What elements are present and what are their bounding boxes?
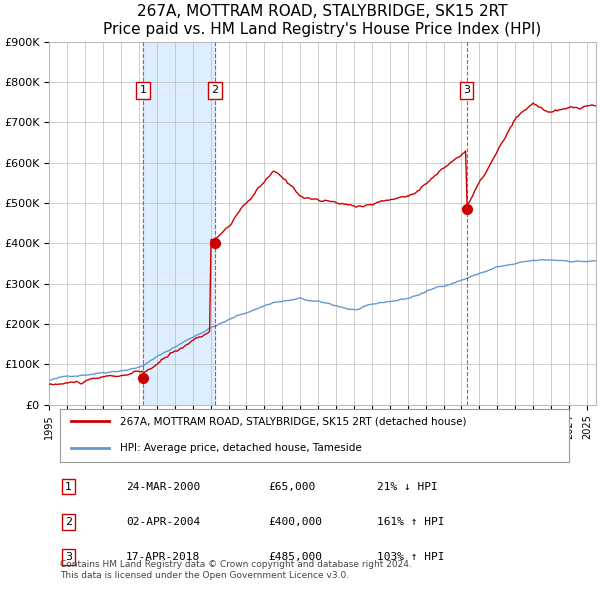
Text: 2: 2: [212, 85, 218, 95]
Text: 3: 3: [65, 552, 72, 562]
Text: 2: 2: [65, 517, 72, 527]
Text: 3: 3: [463, 85, 470, 95]
Title: 267A, MOTTRAM ROAD, STALYBRIDGE, SK15 2RT
Price paid vs. HM Land Registry's Hous: 267A, MOTTRAM ROAD, STALYBRIDGE, SK15 2R…: [103, 4, 542, 37]
Text: 02-APR-2004: 02-APR-2004: [126, 517, 200, 527]
Text: 21% ↓ HPI: 21% ↓ HPI: [377, 481, 438, 491]
Text: £65,000: £65,000: [268, 481, 315, 491]
Text: 1: 1: [65, 481, 72, 491]
Text: 161% ↑ HPI: 161% ↑ HPI: [377, 517, 445, 527]
Text: 267A, MOTTRAM ROAD, STALYBRIDGE, SK15 2RT (detached house): 267A, MOTTRAM ROAD, STALYBRIDGE, SK15 2R…: [121, 417, 467, 427]
Text: Contains HM Land Registry data © Crown copyright and database right 2024.
This d: Contains HM Land Registry data © Crown c…: [61, 560, 412, 580]
Text: 103% ↑ HPI: 103% ↑ HPI: [377, 552, 445, 562]
Bar: [143, 42, 215, 405]
Text: 24-MAR-2000: 24-MAR-2000: [126, 481, 200, 491]
Text: 1: 1: [140, 85, 146, 95]
Text: 17-APR-2018: 17-APR-2018: [126, 552, 200, 562]
FancyBboxPatch shape: [61, 409, 569, 462]
Text: £485,000: £485,000: [268, 552, 322, 562]
Text: £400,000: £400,000: [268, 517, 322, 527]
Text: HPI: Average price, detached house, Tameside: HPI: Average price, detached house, Tame…: [121, 443, 362, 453]
